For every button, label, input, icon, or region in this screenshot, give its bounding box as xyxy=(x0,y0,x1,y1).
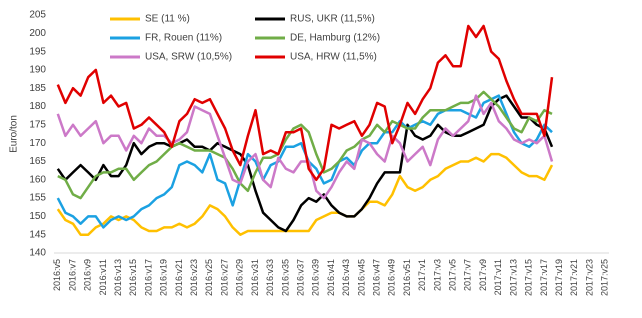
y-tick-label: 150 xyxy=(29,211,46,222)
x-tick-label: 2017:v1 xyxy=(417,259,427,291)
y-tick-label: 205 xyxy=(29,10,46,21)
x-tick-label: 2016:v29 xyxy=(235,259,245,296)
legend-label: RUS, UKR (11,5%) xyxy=(290,14,375,25)
x-tick-label: 2016:v11 xyxy=(98,259,108,295)
x-tick-label: 2016:v37 xyxy=(295,259,305,296)
x-tick-label: 2016:v31 xyxy=(250,259,260,296)
x-tick-label: 2016:v5 xyxy=(52,259,62,291)
x-tick-label: 2016:v49 xyxy=(387,259,397,296)
x-tick-label: 2017:v11 xyxy=(493,259,503,295)
x-tick-label: 2017:v5 xyxy=(448,259,458,291)
series-line xyxy=(56,24,554,182)
legend-label: SE (11 %) xyxy=(145,14,190,25)
y-tick-label: 145 xyxy=(29,229,46,240)
x-tick-label: 2017:v17 xyxy=(539,259,549,296)
y-tick-label: 180 xyxy=(29,101,46,112)
x-tick-label: 2016:v9 xyxy=(83,259,93,291)
legend-label: USA, SRW (10,5%) xyxy=(145,52,232,63)
legend-label: USA, HRW (11,5%) xyxy=(290,52,377,63)
x-tick-label: 2016:v51 xyxy=(402,259,412,296)
x-tick-label: 2016:v13 xyxy=(113,259,123,296)
x-tick-label: 2016:v21 xyxy=(174,259,184,296)
x-tick-label: 2017:v19 xyxy=(554,259,564,296)
x-tick-label: 2016:v27 xyxy=(219,259,229,296)
x-tick-label: 2017:v15 xyxy=(524,259,534,296)
x-tick-label: 2017:v23 xyxy=(584,259,594,296)
y-tick-label: 155 xyxy=(29,193,46,204)
x-tick-label: 2016:v45 xyxy=(356,259,366,296)
series-line xyxy=(56,152,554,236)
y-tick-label: 200 xyxy=(29,28,46,39)
x-tick-label: 2016:v19 xyxy=(159,259,169,296)
x-tick-label: 2016:v39 xyxy=(311,259,321,296)
y-tick-label: 165 xyxy=(29,156,46,167)
x-tick-label: 2016:v15 xyxy=(128,259,138,296)
x-tick-label: 2017:v7 xyxy=(463,259,473,291)
x-tick-label: 2016:v23 xyxy=(189,259,199,296)
y-tick-label: 140 xyxy=(29,248,46,259)
series-line xyxy=(56,94,554,233)
y-tick-label: 185 xyxy=(29,83,46,94)
x-tick-label: 2017:v25 xyxy=(600,259,610,296)
x-tick-label: 2016:v41 xyxy=(326,259,336,296)
legend-label: FR, Rouen (11%) xyxy=(145,33,222,44)
y-tick-label: 175 xyxy=(29,119,46,130)
x-tick-label: 2016:v33 xyxy=(265,259,275,296)
x-tick-label: 2017:v9 xyxy=(478,259,488,291)
x-tick-label: 2017:v3 xyxy=(432,259,442,291)
series-line xyxy=(56,94,554,200)
x-tick-label: 2016:v25 xyxy=(204,259,214,296)
x-tick-label: 2016:v17 xyxy=(143,259,153,296)
y-tick-label: 160 xyxy=(29,174,46,185)
y-tick-label: 195 xyxy=(29,46,46,57)
x-tick-label: 2016:v35 xyxy=(280,259,290,296)
y-tick-label: 170 xyxy=(29,138,46,149)
x-tick-label: 2016:v43 xyxy=(341,259,351,296)
x-tick-label: 2016:v7 xyxy=(67,259,77,291)
x-tick-label: 2017:v13 xyxy=(508,259,518,296)
y-axis-label: Euro/ton xyxy=(9,115,20,153)
legend-label: DE, Hamburg (12%) xyxy=(290,33,380,44)
x-tick-label: 2016:v47 xyxy=(371,259,381,296)
y-tick-label: 190 xyxy=(29,65,46,76)
x-tick-label: 2017:v21 xyxy=(569,259,579,296)
series-line xyxy=(57,90,553,200)
